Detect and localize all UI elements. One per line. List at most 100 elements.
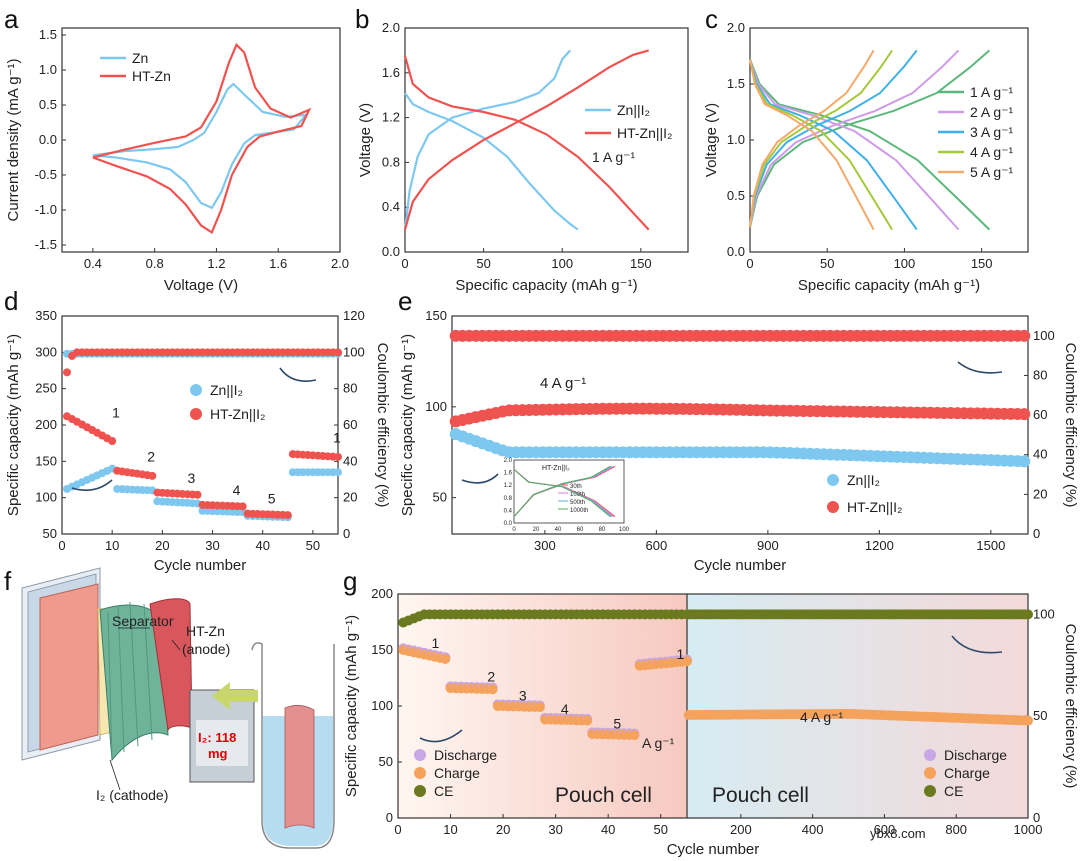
e-inset-ytick-label: 0.8 <box>504 496 513 502</box>
e-inset-ytick-label: 0.4 <box>504 508 513 514</box>
a-xtick-label: 1.2 <box>207 256 225 271</box>
g-left-xtick-label: 40 <box>601 822 615 837</box>
c-charge-curve-3 <box>749 49 893 228</box>
e-capacity-point <box>1018 455 1031 468</box>
g-x-axis-label: Cycle number <box>667 841 760 858</box>
b-xtick-label: 150 <box>630 256 652 271</box>
b-discharge-curve-0 <box>404 92 579 231</box>
d-capacity-point <box>108 436 117 445</box>
b-discharge-curve-1 <box>403 55 650 231</box>
c-y-axis-label: Voltage (V) <box>703 103 720 177</box>
chart-b: 0 50 100 150 0.0 0.4 0.8 1.2 1.6 2.0 Specific capa… <box>357 20 689 294</box>
d-capacity-point <box>283 511 292 520</box>
chart-d: 0 10 20 30 40 50 50 100 150 200 250 300 350 0 20 40 60 80… <box>5 308 391 574</box>
g-ytick-label: 0 <box>386 810 393 825</box>
e-legend-htzn-label: HT-Zn||I₂ <box>847 499 903 515</box>
c-discharge-curve-2 <box>749 59 918 231</box>
c-discharge-curve-1 <box>749 59 960 231</box>
g-legend-left-0-swatch <box>414 749 426 761</box>
e-y2tick-label: 40 <box>1033 447 1047 462</box>
a-legend-htzn-label: HT-Zn <box>132 68 171 84</box>
e-xtick-label: 300 <box>534 538 556 553</box>
d-capacity-point <box>334 468 342 477</box>
e-rate-annotation: 4 A g⁻¹ <box>540 375 586 392</box>
a-ytick-label: 0.0 <box>39 132 57 147</box>
g-long-charge-point <box>1023 715 1033 726</box>
e-y2tick-label: 20 <box>1033 486 1047 501</box>
b-ytick-label: 0.0 <box>382 244 400 259</box>
g-legend-left-1-swatch <box>414 767 426 779</box>
g-charge-point <box>629 730 640 741</box>
a-xtick-label: 1.6 <box>269 256 287 271</box>
d-legend-zn-label: Zn||I₂ <box>210 382 243 398</box>
g-legend-left-2-label: CE <box>434 783 453 799</box>
g-caption-left: Pouch cell <box>555 784 652 807</box>
a-ytick-label: 1.5 <box>39 27 57 42</box>
g-legend-right-2-label: CE <box>944 783 963 799</box>
b-ytick-label: 1.6 <box>382 65 400 80</box>
e-xtick-label: 1500 <box>976 538 1005 553</box>
e-inset-charge-curve <box>513 465 611 518</box>
d-y2tick-label: 100 <box>343 344 365 359</box>
g-charge-point <box>440 653 451 664</box>
e-inset-ytick-label: 0.0 <box>504 521 513 527</box>
c-ytick-label: 2.0 <box>727 20 745 35</box>
e-inset-discharge-curve <box>513 469 611 518</box>
e-inset-xtick-label: 60 <box>577 527 584 533</box>
a-xtick-label: 0.8 <box>146 256 164 271</box>
g-left-xtick-label: 20 <box>496 822 510 837</box>
e-x-axis-label: Cycle number <box>694 557 787 574</box>
c-discharge-curve-0 <box>749 59 991 231</box>
c-ytick-label: 1.0 <box>727 132 745 147</box>
g-ce-arrow <box>951 635 1003 654</box>
d-legend-htzn-swatch <box>190 408 202 420</box>
g-rate-label: 5 <box>613 715 621 731</box>
g-left-xtick-label: 50 <box>653 822 667 837</box>
d-xtick-label: 30 <box>205 538 219 553</box>
e-ytick-label: 50 <box>433 490 447 505</box>
c-legend-4-label: 5 A g⁻¹ <box>970 164 1014 180</box>
panel-label-f: f <box>4 566 12 596</box>
panel-label-g: g <box>343 566 357 596</box>
c-legend-1-label: 2 A g⁻¹ <box>970 104 1014 120</box>
b-plot-frame <box>404 27 689 253</box>
b-xtick-label: 100 <box>551 256 573 271</box>
e-capacity-point <box>1018 408 1031 421</box>
b-ytick-label: 0.8 <box>382 154 400 169</box>
c-charge-curve-0 <box>749 49 991 228</box>
e-xtick-label: 1200 <box>865 538 894 553</box>
d-rate-label: 1 <box>333 429 341 445</box>
g-ytick-label: 50 <box>379 754 393 769</box>
pouch-cell-schematic: Separator HT-Zn (anode) I₂ (cathode) I₂:… <box>21 567 335 849</box>
c-x-axis-label: Specific capacity (mAh g⁻¹) <box>798 277 980 294</box>
d-legend-zn-swatch <box>190 384 202 396</box>
b-ytick-label: 0.4 <box>382 199 400 214</box>
e-capacity-arrow <box>461 473 499 484</box>
chart-g: 0 10 20 30 40 50 200 400 600 800 10000501001502000… <box>343 586 1079 858</box>
d-rate-label: 3 <box>187 470 195 486</box>
g-capacity-arrow <box>419 729 463 743</box>
d-capacity-point <box>193 490 202 499</box>
e-y2tick-label: 80 <box>1033 367 1047 382</box>
d-capacity-arrow <box>71 479 113 491</box>
d-xtick-label: 40 <box>255 538 269 553</box>
c-charge-curve-2 <box>749 49 918 228</box>
c-discharge-curve-4 <box>749 59 875 231</box>
d-rate-label: 4 <box>233 482 241 498</box>
g-charge-point <box>682 656 692 667</box>
d-capacity-point <box>148 471 157 480</box>
d-ytick-label: 250 <box>35 381 57 396</box>
d-xtick-label: 20 <box>155 538 169 553</box>
c-legend-0-label: 1 A g⁻¹ <box>970 84 1014 100</box>
g-right-xtick-label: 1000 <box>1014 822 1043 837</box>
separator-label: Separator <box>112 613 174 629</box>
chart-e: 300 600 900 1200 150050100150020406080100Cyc… <box>399 308 1079 574</box>
e-ytick-label: 150 <box>425 308 447 323</box>
g-y2tick-label: 50 <box>1033 708 1047 723</box>
e-inset-ytick-label: 2.0 <box>504 458 513 464</box>
e-inset-xtick-label: 100 <box>619 527 630 533</box>
e-inset-legend-label: 500th <box>570 500 585 506</box>
c-charge-curve-1 <box>749 49 960 228</box>
g-right-xtick-label: 800 <box>945 822 967 837</box>
e-xtick-label: 900 <box>757 538 779 553</box>
